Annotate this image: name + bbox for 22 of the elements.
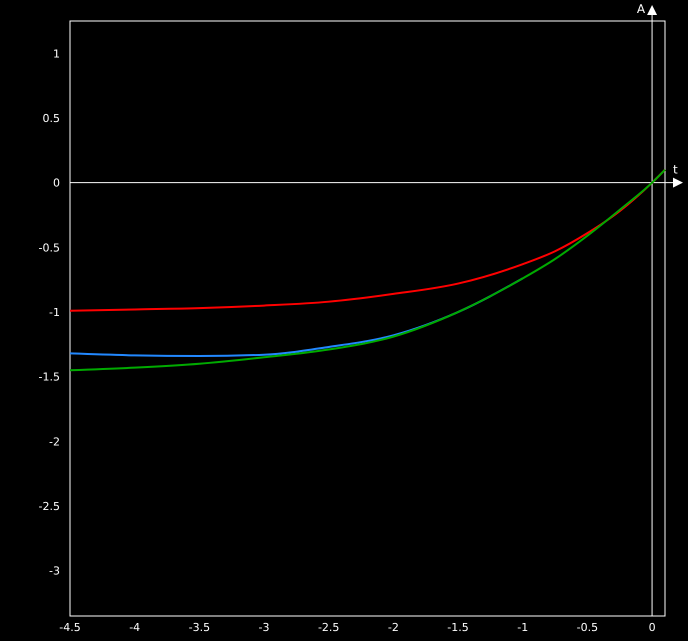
x-tick-label: -1.5: [447, 621, 469, 634]
y-tick-label: 0.5: [42, 112, 60, 126]
x-tick-label: -2: [388, 621, 399, 634]
y-axis-title: A: [636, 2, 646, 16]
y-tick-label: -3: [49, 564, 60, 578]
y-tick-label: -1.5: [38, 370, 60, 384]
y-tick-label: -1: [49, 306, 60, 320]
x-tick-label: -3: [258, 621, 270, 634]
line-series: [69, 168, 666, 372]
x-tick-label: -2.5: [318, 621, 340, 634]
x-tick-label: -1: [517, 621, 528, 634]
x-tick-label: -4: [129, 621, 140, 634]
y-tick-label: -2.5: [38, 500, 60, 514]
y-tick-label: -2: [49, 435, 60, 448]
y-tick-label: 1: [53, 47, 60, 60]
y-tick-label: 0: [53, 176, 60, 190]
x-tick-label: 0: [648, 621, 656, 634]
y-tick-label: -0.5: [38, 241, 60, 254]
x-tick-label: -4.5: [59, 621, 81, 634]
x-tick-label: -3.5: [188, 621, 210, 634]
x-tick-label: -0.5: [576, 621, 598, 634]
x-axis-title: t: [673, 162, 678, 177]
